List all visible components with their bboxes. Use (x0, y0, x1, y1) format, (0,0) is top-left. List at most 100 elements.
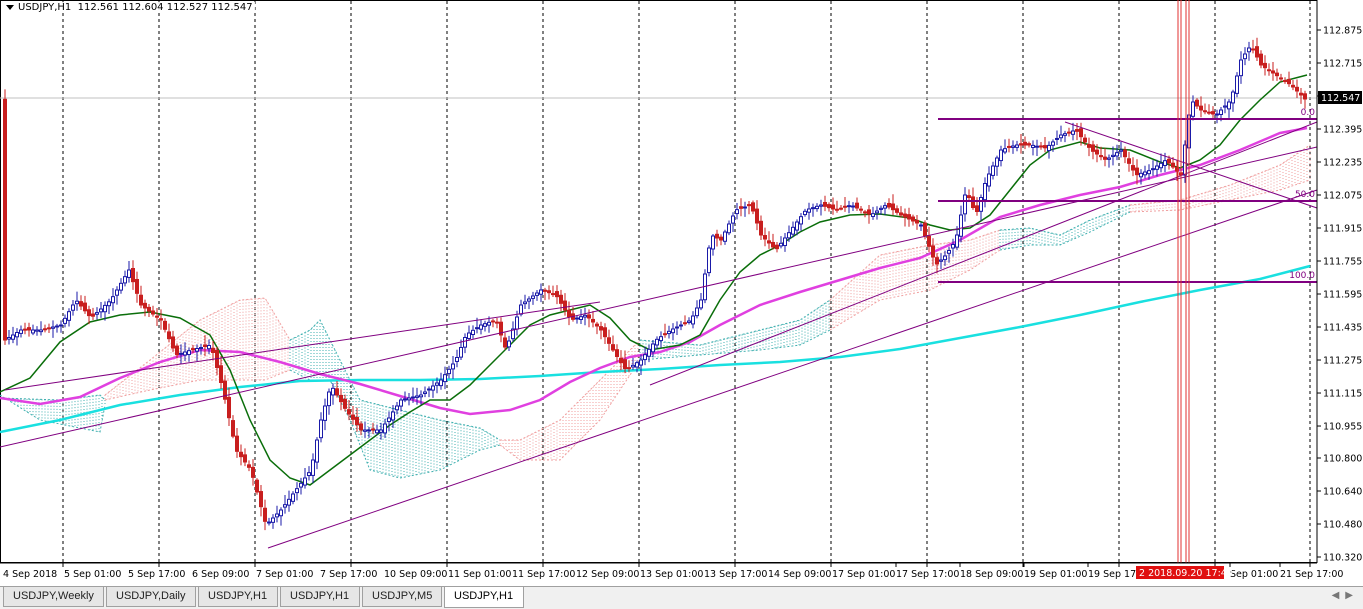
candle (723, 229, 727, 245)
candle (991, 161, 995, 180)
candle (859, 206, 863, 214)
candle-body (355, 416, 359, 426)
time-tick-label: 5 Sep 01:00 (64, 569, 121, 580)
candle-body (471, 329, 475, 336)
candle (1095, 144, 1099, 163)
candle (935, 253, 939, 274)
candle-body (775, 244, 779, 250)
candle-body (963, 194, 967, 215)
candle-body (211, 347, 215, 353)
candle-body (239, 451, 243, 458)
candle-body (323, 405, 327, 421)
tab-usdjpy-m5[interactable]: USDJPY,M5 (362, 587, 442, 607)
candle-body (1271, 70, 1275, 74)
candle (1043, 136, 1047, 153)
candle (479, 319, 483, 335)
candle (79, 295, 83, 311)
scroll-right-icon[interactable]: ▶ (1345, 590, 1359, 601)
candle-body (1007, 145, 1011, 148)
candle (1119, 141, 1123, 158)
candle-body (3, 98, 7, 341)
candle-body (475, 327, 479, 330)
candle (1091, 140, 1095, 160)
candle (91, 307, 95, 321)
candle (251, 459, 255, 486)
candle-body (35, 329, 39, 332)
tab-usdjpy-h1-active[interactable]: USDJPY,H1 (444, 587, 524, 608)
candle-body (667, 330, 671, 335)
candle (739, 198, 743, 217)
candle (867, 205, 871, 224)
candle (1303, 90, 1307, 109)
candle (535, 290, 539, 301)
candle-body (995, 157, 999, 167)
candle-body (1035, 145, 1039, 148)
candle (63, 314, 67, 328)
candle-body (107, 301, 111, 307)
candle-body (835, 208, 839, 211)
candle-body (423, 391, 427, 395)
candle-body (831, 204, 835, 210)
current-price-label: 112.547 (1321, 93, 1360, 104)
candle-body (415, 395, 419, 398)
candle (459, 339, 463, 360)
candle-body (111, 296, 115, 304)
candle (7, 329, 11, 345)
candle-body (827, 204, 831, 209)
candle-body (1043, 145, 1047, 149)
tab-scroll-arrows: ◀▶ (1332, 590, 1359, 601)
candle-body (927, 235, 931, 247)
fib-label-level-0: 0.0 (1301, 108, 1316, 118)
candle (1051, 139, 1055, 152)
candle-body (583, 314, 587, 318)
tab-usdjpy-h1[interactable]: USDJPY,H1 (280, 587, 360, 607)
candle-body (691, 315, 695, 325)
candle (927, 226, 931, 253)
collapse-triangle-icon[interactable] (6, 4, 14, 10)
price-tick-label: 112.075 (1323, 191, 1362, 202)
candle (267, 517, 271, 526)
candle (291, 491, 295, 505)
candle (771, 233, 775, 250)
candle-body (335, 388, 339, 396)
candle (15, 328, 19, 346)
candle (683, 315, 687, 326)
candle (603, 323, 607, 344)
candle (751, 200, 755, 215)
candle (11, 326, 15, 344)
candle-body (1191, 101, 1195, 117)
candle (51, 320, 55, 338)
candle (631, 357, 635, 370)
candle-body (1123, 149, 1127, 158)
candle (499, 317, 503, 343)
tab-usdjpy-daily[interactable]: USDJPY,Daily (106, 587, 196, 607)
candle-body (431, 385, 435, 391)
cloud-red-2 (499, 339, 641, 461)
candle (775, 242, 779, 253)
candle-body (399, 399, 403, 407)
candle-body (283, 504, 287, 508)
candle-body (767, 240, 771, 244)
candle (675, 321, 679, 335)
candle-body (787, 232, 791, 239)
candle (1135, 159, 1139, 185)
candle-body (287, 498, 291, 506)
candle (95, 307, 99, 320)
tab-usdjpy-weekly[interactable]: USDJPY,Weekly (3, 587, 104, 607)
candle (763, 227, 767, 247)
tab-usdjpy-h1[interactable]: USDJPY,H1 (198, 587, 278, 607)
candle-body (523, 301, 527, 305)
price-tick-label: 111.115 (1323, 389, 1362, 400)
candle (1255, 37, 1259, 62)
candle (399, 397, 403, 412)
candle (1207, 104, 1211, 115)
candle-body (1139, 172, 1143, 178)
candle-body (839, 207, 843, 210)
price-tick-label: 111.595 (1323, 290, 1362, 301)
time-tick-label: 12 Sep 09:00 (576, 569, 639, 580)
candle (1283, 77, 1287, 84)
candle (55, 323, 59, 333)
scroll-left-icon[interactable]: ◀ (1331, 590, 1346, 601)
